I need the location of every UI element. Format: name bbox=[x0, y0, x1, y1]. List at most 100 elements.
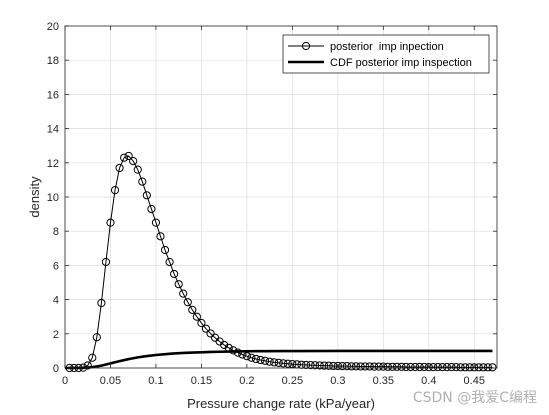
posterior-marker bbox=[142, 191, 151, 200]
posterior-marker bbox=[447, 363, 456, 372]
x-tick-label: 0.4 bbox=[421, 375, 436, 387]
x-tick-label: 0.25 bbox=[282, 375, 303, 387]
posterior-marker bbox=[361, 362, 370, 371]
legend-marker-posterior bbox=[301, 41, 311, 51]
posterior-marker bbox=[124, 151, 133, 161]
posterior-marker bbox=[270, 358, 279, 367]
posterior-marker bbox=[411, 362, 420, 372]
posterior-marker bbox=[379, 362, 388, 371]
x-tick-label: 0.1 bbox=[148, 375, 163, 387]
ticks: 0 0.05 0.1 0.15 0.2 0.25 0.3 0.35 0.4 0.45 0 2 4 6 8 10… bbox=[47, 21, 497, 387]
legend-label-cdf: CDF posterior imp inspection bbox=[330, 57, 472, 69]
posterior-marker bbox=[133, 165, 142, 174]
posterior-marker bbox=[370, 362, 379, 371]
posterior-marker bbox=[110, 186, 120, 195]
posterior-marker bbox=[156, 232, 165, 241]
posterior-marker bbox=[388, 362, 397, 371]
posterior-marker bbox=[365, 362, 374, 371]
posterior-marker bbox=[401, 362, 411, 372]
posterior-marker bbox=[338, 362, 347, 371]
posterior-marker bbox=[383, 362, 392, 371]
posterior-marker bbox=[101, 257, 111, 267]
posterior-marker bbox=[451, 363, 461, 372]
posterior-marker bbox=[242, 352, 251, 361]
posterior-marker bbox=[97, 298, 106, 308]
posterior-marker bbox=[311, 361, 320, 370]
posterior-marker bbox=[247, 353, 256, 362]
posterior-marker bbox=[442, 363, 452, 372]
posterior-marker bbox=[206, 329, 215, 338]
posterior-marker bbox=[470, 363, 479, 372]
posterior-marker bbox=[283, 359, 292, 368]
posterior-marker bbox=[260, 356, 270, 365]
posterior-marker bbox=[83, 361, 92, 370]
x-tick-label: 0.05 bbox=[100, 375, 121, 387]
y-axis-label: density bbox=[27, 176, 42, 218]
posterior-marker bbox=[465, 363, 474, 372]
y-tick-label: 2 bbox=[53, 329, 59, 341]
x-tick-label: 0.2 bbox=[239, 375, 254, 387]
posterior-marker bbox=[351, 362, 361, 371]
posterior-line bbox=[69, 155, 493, 369]
posterior-marker bbox=[138, 177, 147, 186]
x-axis-label: Pressure change rate (kPa/year) bbox=[187, 396, 375, 411]
posterior-marker bbox=[324, 361, 333, 370]
posterior-marker bbox=[129, 156, 138, 166]
cdf-line bbox=[64, 349, 493, 370]
y-tick-label: 6 bbox=[53, 260, 59, 272]
posterior-marker bbox=[483, 363, 493, 372]
y-tick-label: 4 bbox=[53, 295, 59, 307]
posterior-marker bbox=[461, 363, 470, 372]
posterior-marker bbox=[433, 363, 442, 372]
posterior-marker bbox=[392, 362, 402, 371]
watermark-text: CSDN @我爱C编程 bbox=[412, 390, 537, 406]
posterior-marker bbox=[188, 305, 197, 314]
x-tick-label: 0.3 bbox=[330, 375, 345, 387]
posterior-marker bbox=[115, 163, 124, 173]
posterior-marker bbox=[356, 362, 365, 371]
posterior-marker bbox=[174, 280, 183, 289]
posterior-marker bbox=[179, 289, 188, 298]
posterior-marker bbox=[306, 360, 315, 370]
y-tick-label: 0 bbox=[53, 363, 59, 375]
series-layer bbox=[64, 151, 497, 373]
posterior-marker bbox=[342, 362, 352, 371]
posterior-marker bbox=[120, 153, 129, 162]
posterior-marker bbox=[220, 340, 229, 350]
posterior-marker bbox=[488, 363, 497, 372]
posterior-marker bbox=[251, 354, 261, 364]
posterior-marker bbox=[147, 204, 156, 214]
posterior-marker bbox=[397, 362, 406, 371]
posterior-marker bbox=[429, 363, 438, 372]
legend-label-posterior: posterior imp inpection bbox=[330, 41, 444, 53]
posterior-marker bbox=[424, 363, 433, 372]
y-tick-label: 20 bbox=[47, 21, 59, 33]
posterior-marker bbox=[160, 245, 170, 255]
posterior-marker bbox=[479, 363, 488, 372]
posterior-marker bbox=[151, 218, 161, 227]
posterior-marker bbox=[301, 360, 311, 370]
posterior-marker bbox=[274, 358, 283, 367]
y-tick-label: 14 bbox=[47, 124, 59, 136]
posterior-marker bbox=[183, 298, 192, 307]
posterior-marker bbox=[406, 362, 415, 372]
posterior-marker bbox=[106, 218, 115, 227]
y-tick-label: 18 bbox=[47, 55, 59, 67]
posterior-marker bbox=[315, 361, 324, 370]
posterior-marker bbox=[256, 355, 265, 365]
legend: posterior imp inpection CDF posterior im… bbox=[282, 34, 490, 74]
posterior-marker bbox=[201, 324, 211, 333]
posterior-marker bbox=[170, 269, 179, 279]
x-tick-label: 0.15 bbox=[191, 375, 212, 387]
posterior-marker bbox=[197, 318, 206, 328]
y-tick-label: 12 bbox=[47, 158, 59, 170]
posterior-marker bbox=[474, 363, 483, 372]
x-tick-label: 0.35 bbox=[373, 375, 394, 387]
posterior-marker bbox=[279, 359, 288, 368]
posterior-marker bbox=[438, 363, 447, 372]
posterior-marker bbox=[456, 363, 465, 372]
posterior-marker bbox=[92, 333, 101, 342]
posterior-marker bbox=[88, 353, 97, 362]
y-tick-label: 8 bbox=[53, 226, 59, 238]
